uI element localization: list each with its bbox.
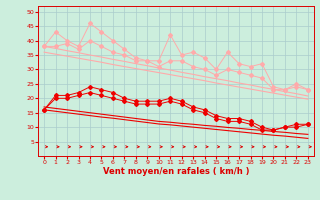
X-axis label: Vent moyen/en rafales ( km/h ): Vent moyen/en rafales ( km/h ) [103,167,249,176]
